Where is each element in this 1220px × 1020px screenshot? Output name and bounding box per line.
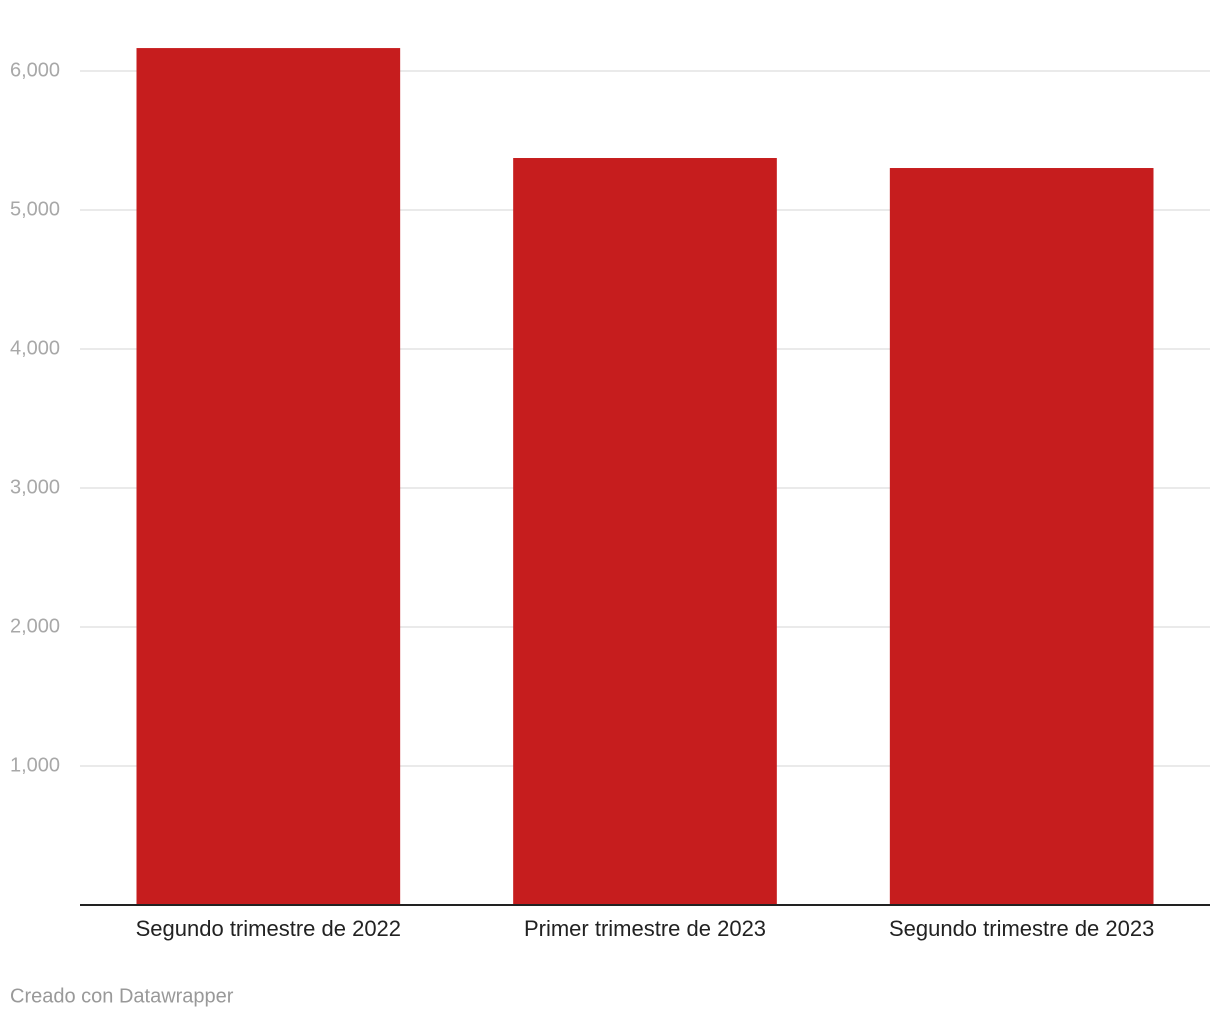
y-tick-label: 1,000 — [10, 754, 60, 776]
bar — [136, 48, 401, 905]
y-tick-label: 4,000 — [10, 337, 60, 359]
y-tick-label: 5,000 — [10, 198, 60, 220]
y-tick-label: 3,000 — [10, 476, 60, 498]
y-tick-label: 2,000 — [10, 615, 60, 637]
x-tick-label: Segundo trimestre de 2022 — [136, 916, 401, 941]
x-tick-label: Primer trimestre de 2023 — [524, 916, 766, 941]
bar — [513, 158, 777, 905]
x-tick-label: Segundo trimestre de 2023 — [889, 916, 1154, 941]
bar — [889, 168, 1154, 906]
credit: Creado con Datawrapper — [10, 985, 234, 1007]
y-tick-label: 6,000 — [10, 59, 60, 81]
